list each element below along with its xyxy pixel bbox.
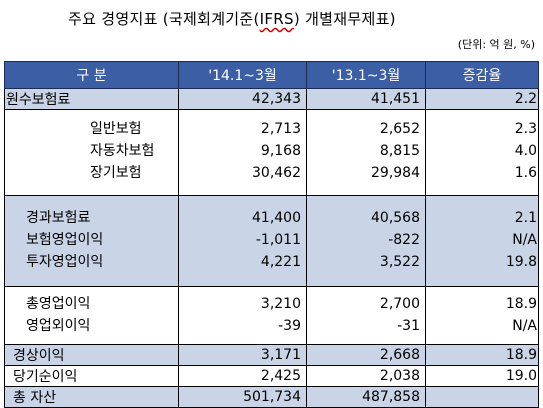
title-suffix: ) 개별재무제표)	[293, 10, 396, 28]
value-2013: 41,451	[306, 88, 426, 110]
value-2014: 41,400	[252, 210, 301, 226]
row-label: 당기순이익	[4, 365, 179, 387]
header-rate: 증감율	[425, 61, 539, 89]
value-2014: 2,425	[178, 365, 307, 387]
row-label: 투자영업이익	[26, 254, 104, 270]
row-label: 경과보험료	[26, 210, 91, 226]
table-row-group: 일반보험 자동차보험 장기보험 2,713 9,168 30,462 2,652…	[4, 109, 539, 196]
header-2013: '13.1~3월	[306, 61, 426, 89]
value-2013: 2,700	[379, 296, 420, 312]
row-label: 총 자산	[4, 386, 179, 408]
row-label: 자동차보험	[90, 143, 155, 159]
value-2014: 2,713	[260, 121, 301, 137]
value-2014: 3,171	[178, 344, 307, 366]
value-rate: 19.0	[425, 365, 539, 387]
value-2013: -822	[388, 232, 420, 248]
header-category: 구 분	[4, 61, 179, 89]
value-2014: 30,462	[252, 165, 301, 181]
value-2013: 2,038	[306, 365, 426, 387]
value-rate: 2.2	[425, 88, 539, 110]
financial-table: 구 분 '14.1~3월 '13.1~3월 증감율 원수보험료 42,343 4…	[4, 61, 539, 408]
row-label: 보험영업이익	[26, 232, 104, 248]
table-row-group: 총영업이익 영업외이익 3,210 -39 2,700 -31 18.9 N/A	[4, 286, 539, 345]
value-2014: 42,343	[178, 88, 307, 110]
row-label: 장기보험	[90, 165, 142, 181]
row-label: 일반보험	[90, 121, 142, 137]
value-rate: 18.9	[505, 296, 537, 312]
row-label: 원수보험료	[4, 88, 179, 110]
value-2014: 4,221	[260, 254, 301, 270]
value-rate: 19.8	[505, 254, 537, 270]
table-row-group: 경과보험료 보험영업이익 투자영업이익 41,400 -1,011 4,221 …	[4, 195, 539, 287]
header-row: 구 분 '14.1~3월 '13.1~3월 증감율	[4, 61, 539, 89]
value-2013: 40,568	[371, 210, 420, 226]
value-2014: -39	[278, 318, 301, 334]
value-2014: 501,734	[178, 386, 307, 408]
header-2014: '14.1~3월	[178, 61, 307, 89]
value-rate	[425, 386, 539, 408]
value-2013: 29,984	[371, 165, 420, 181]
value-rate: 2.1	[514, 210, 537, 226]
value-rate: N/A	[512, 232, 537, 248]
value-2013: 8,815	[379, 143, 420, 159]
table-row: 경상이익 3,171 2,668 18.9	[4, 344, 539, 366]
page-title: 주요 경영지표 (국제회계기준(IFRS) 개별재무제표)	[68, 8, 396, 29]
value-2013: 3,522	[379, 254, 420, 270]
row-label: 총영업이익	[26, 296, 91, 312]
value-rate: 1.6	[514, 165, 537, 181]
table-row: 원수보험료 42,343 41,451 2.2	[4, 88, 539, 110]
value-rate: 2.3	[514, 121, 537, 137]
title-ifrs: IFRS	[259, 10, 294, 28]
value-2014: 9,168	[260, 143, 301, 159]
value-rate: 4.0	[514, 143, 537, 159]
unit-note: (단위: 억 원, %)	[457, 38, 535, 51]
row-label: 영업외이익	[26, 318, 91, 334]
title-prefix: 주요 경영지표 (국제회계기준(	[68, 10, 260, 28]
value-2013: -31	[397, 318, 420, 334]
row-label: 경상이익	[4, 344, 179, 366]
table-row: 당기순이익 2,425 2,038 19.0	[4, 365, 539, 387]
value-2013: 2,668	[306, 344, 426, 366]
value-2014: 3,210	[260, 296, 301, 312]
value-2014: -1,011	[255, 232, 301, 248]
value-rate: 18.9	[425, 344, 539, 366]
value-rate: N/A	[512, 318, 537, 334]
value-2013: 487,858	[306, 386, 426, 408]
value-2013: 2,652	[379, 121, 420, 137]
table-row: 총 자산 501,734 487,858	[4, 386, 539, 408]
